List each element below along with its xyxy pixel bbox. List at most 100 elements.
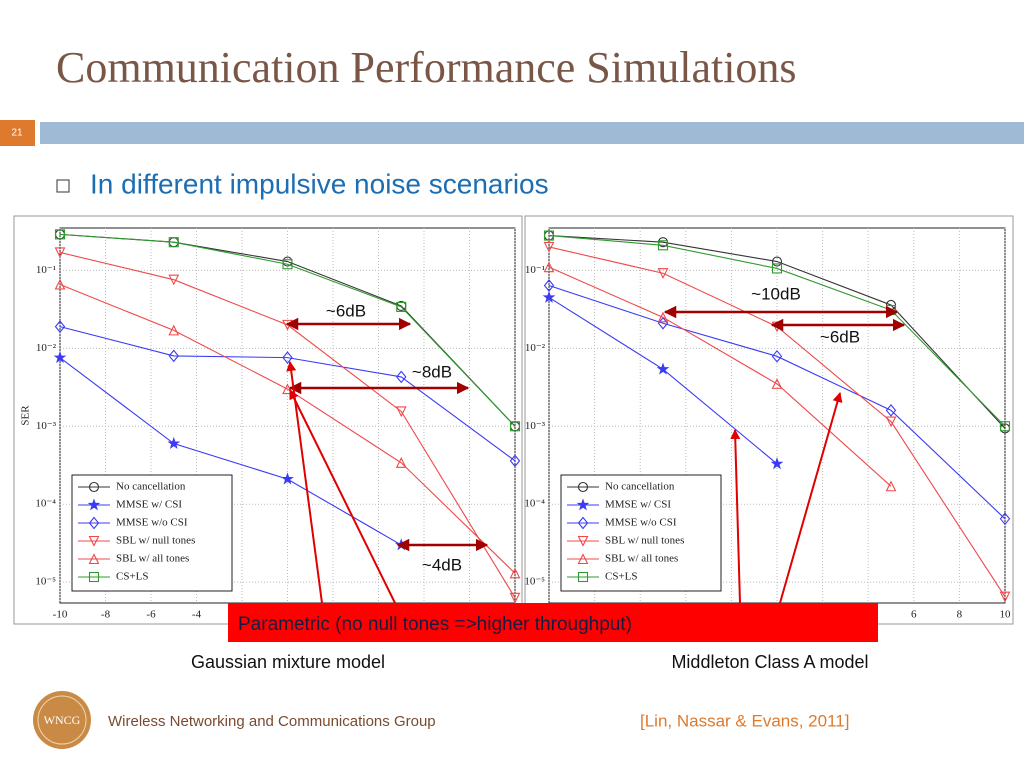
annotation-label: ~6dB (820, 327, 860, 346)
y-tick-label: 10⁻³ (36, 420, 57, 432)
y-tick-label: 10⁻⁴ (35, 498, 56, 510)
x-tick-label: -6 (146, 609, 156, 621)
marker (53, 350, 67, 364)
marker (54, 278, 66, 290)
legend-marker (577, 553, 589, 565)
legend-label: No cancellation (605, 481, 675, 493)
marker (999, 421, 1011, 432)
marker (656, 362, 670, 375)
legend-marker (577, 481, 589, 493)
footer: Wireless Networking and Communications G… (108, 713, 436, 730)
legend-label: SBL w/ null tones (116, 535, 195, 547)
marker (885, 416, 897, 428)
bullet-box (56, 179, 70, 193)
y-tick-label: 10⁻¹ (36, 264, 56, 276)
annotation-label: ~8dB (412, 362, 452, 381)
bullet-text: In different impulsive noise scenarios (90, 168, 549, 199)
y-tick-label: 10⁻⁴ (524, 498, 545, 510)
charts: -10-8-6-4-2024681010⁻⁵10⁻⁴10⁻³10⁻²10⁻¹SE… (13, 215, 1014, 625)
legend-marker (88, 481, 100, 493)
x-tick-label: -10 (53, 609, 68, 621)
marker (657, 268, 669, 279)
legend-marker (88, 516, 100, 530)
legend-label: MMSE w/ CSI (116, 499, 182, 511)
y-tick-label: 10⁻⁵ (524, 576, 545, 588)
legend-marker (577, 571, 589, 583)
marker (54, 320, 66, 333)
slide-number-box (0, 120, 35, 146)
marker (543, 241, 555, 253)
pointer-arrow (779, 392, 843, 604)
marker (543, 279, 555, 292)
marker (168, 237, 179, 248)
legend-label: SBL w/ all tones (605, 553, 678, 565)
marker (885, 480, 897, 492)
marker (543, 230, 555, 241)
y-tick-label: 10⁻⁵ (35, 576, 56, 588)
legend-label: No cancellation (116, 481, 186, 493)
x-tick-label: 8 (957, 609, 963, 621)
x-tick-label: -4 (192, 609, 202, 621)
marker (509, 421, 521, 432)
logo-ring (37, 695, 87, 745)
marker (542, 290, 556, 303)
legend-marker (577, 535, 589, 547)
citation: [Lin, Nassar & Evans, 2011] (640, 711, 849, 730)
legend-marker (577, 516, 589, 530)
x-tick-label: 6 (911, 609, 917, 621)
marker (770, 457, 784, 470)
marker (509, 567, 521, 579)
annotation-label: ~4dB (422, 555, 462, 574)
legend-label: MMSE w/ CSI (605, 499, 671, 511)
marker (543, 261, 555, 273)
series-line (59, 233, 516, 427)
marker (168, 349, 179, 363)
legend-label: SBL w/ all tones (116, 553, 189, 565)
marker (771, 378, 783, 389)
series-line (548, 235, 1006, 429)
marker (396, 301, 407, 312)
y-tick-label: 10⁻¹ (525, 264, 545, 276)
banner-text: Parametric (no null tones =>higher throu… (238, 614, 632, 635)
legend-label: CS+LS (116, 571, 149, 583)
legend-label: MMSE w/o CSI (605, 517, 677, 529)
marker (282, 259, 293, 270)
series-line (59, 326, 516, 462)
annotation-label: ~6dB (326, 301, 366, 320)
caption: Middleton Class A model (671, 652, 868, 672)
legend-marker (87, 498, 101, 511)
marker (54, 229, 66, 240)
marker (168, 324, 180, 336)
pointer-arrow (730, 429, 741, 604)
legend-label: SBL w/ null tones (605, 535, 684, 547)
y-tick-label: 10⁻² (525, 342, 546, 354)
marker (771, 263, 783, 274)
slide-number: 21 (11, 128, 23, 139)
header-bar (40, 122, 1024, 144)
marker (885, 403, 897, 417)
series-line (59, 357, 402, 546)
marker (771, 256, 783, 267)
legend-label: MMSE w/o CSI (116, 517, 188, 529)
marker (999, 512, 1011, 526)
marker (281, 472, 294, 485)
legend-marker (576, 498, 590, 511)
y-tick-label: 10⁻² (36, 342, 57, 354)
x-tick-label: 10 (1000, 609, 1012, 621)
series-line (59, 283, 516, 574)
marker (395, 406, 407, 418)
slide-title: Communication Performance Simulations (56, 43, 797, 92)
legend-marker (88, 571, 100, 583)
y-axis-label: SER (20, 405, 32, 426)
logo-text: WNCG (44, 713, 81, 727)
series-line (548, 266, 892, 487)
caption: Gaussian mixture model (191, 652, 385, 672)
pointer-arrow (289, 389, 396, 604)
y-tick-label: 10⁻³ (525, 420, 546, 432)
x-tick-label: -8 (101, 609, 111, 621)
banner (228, 603, 878, 642)
marker (168, 274, 180, 286)
logo (33, 691, 91, 749)
